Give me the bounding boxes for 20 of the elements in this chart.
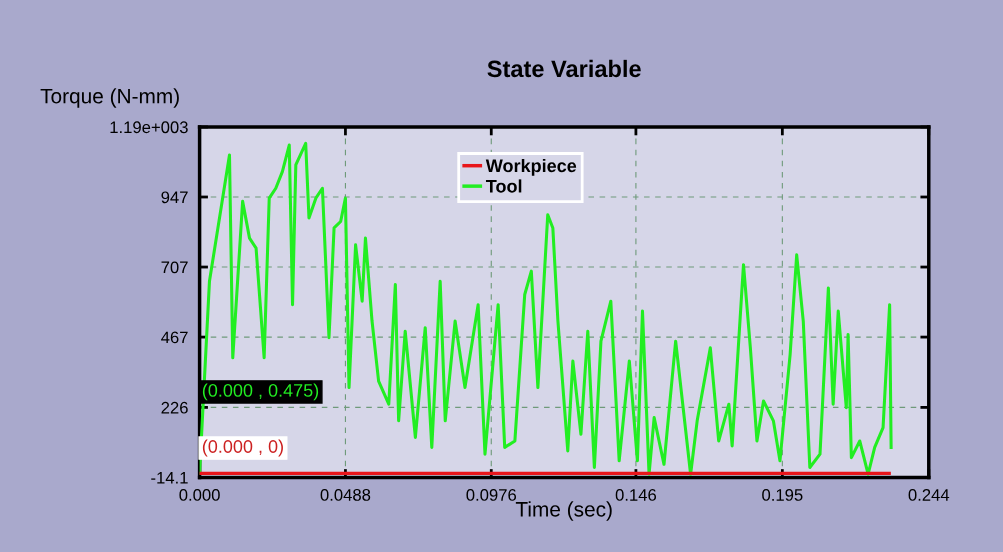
x-axis-title: Time (sec): [515, 501, 612, 521]
x-tick-label: 0.244: [908, 489, 950, 501]
y-tick-label: 947: [161, 191, 188, 204]
x-tick-label: 0.0976: [466, 489, 517, 501]
chart-title: State Variable: [487, 59, 641, 78]
annotation: (0.000 , 0.475): [202, 383, 319, 401]
annotation: (0.000 , 0): [202, 439, 283, 457]
x-tick-label: 0.0488: [320, 489, 371, 501]
line-series: [199, 141, 893, 476]
x-tick-label: 0.000: [179, 489, 220, 501]
x-tick-label: 0.146: [615, 489, 657, 501]
y-tick-label: 1.19e+003: [110, 121, 188, 134]
legend-label: Workpiece: [485, 158, 577, 176]
y-tick-label: -14.1: [151, 472, 188, 484]
y-axis-title: Torque (N-mm): [40, 88, 179, 108]
y-tick-label: 226: [161, 401, 188, 414]
y-tick-label: 707: [161, 261, 188, 274]
legend-label: Tool: [485, 179, 522, 193]
x-tick-label: 0.195: [762, 489, 803, 501]
y-tick-label: 467: [161, 331, 188, 344]
